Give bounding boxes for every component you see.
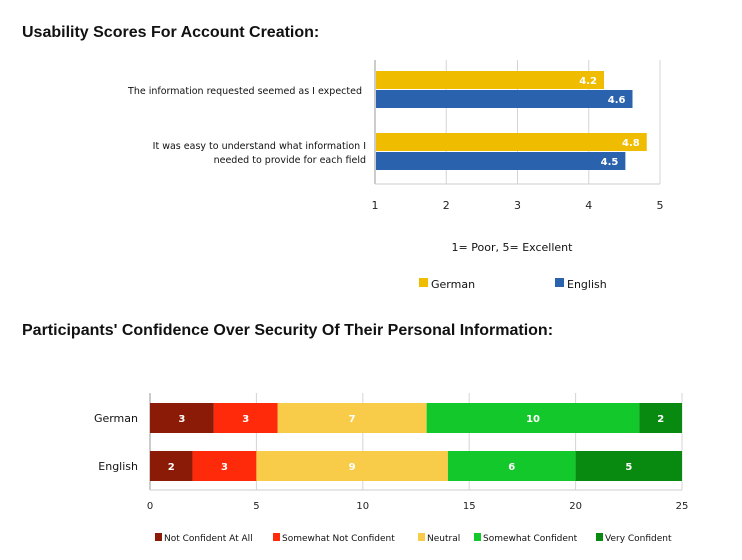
data-label: 4.6 [608,95,626,106]
x-tick-label: 4 [585,199,592,212]
legend-swatch [474,533,481,541]
legend-label: English [567,278,607,291]
category-label: It was easy to understand what informati… [153,141,366,152]
data-label: 4.5 [601,157,619,168]
stacked-bar-segment [426,403,640,433]
stacked-bar-segment [277,403,427,433]
x-tick-label: 3 [514,199,521,212]
legend-swatch [273,533,280,541]
data-label: 4.8 [622,138,640,149]
legend-label: Not Confident At All [164,534,253,544]
x-tick-label: 20 [569,501,582,512]
bar-english [376,152,626,170]
x-tick-label: 0 [147,501,153,512]
bar-german [376,133,647,151]
stacked-bar-segment [447,451,576,481]
confidence-chart-title: Participants' Confidence Over Security O… [22,322,554,339]
data-label: 3 [221,462,228,473]
x-tick-label: 10 [356,501,369,512]
legend-swatch [596,533,603,541]
data-label: 5 [625,462,632,473]
legend-label: German [431,278,475,291]
data-label: 6 [508,462,515,473]
x-axis-label: 1= Poor, 5= Excellent [452,241,574,254]
stacked-bar-segment [150,451,193,481]
stacked-bar-segment [192,451,257,481]
category-label: The information requested seemed as I ex… [127,86,362,97]
legend-label: Somewhat Confident [483,534,578,544]
legend-swatch [419,278,428,287]
stacked-bar-segment [575,451,682,481]
data-label: 4.2 [579,76,597,87]
data-label: 3 [178,414,185,425]
data-label: 10 [526,414,540,425]
category-label: needed to provide for each field [214,155,366,166]
data-label: 2 [168,462,175,473]
x-tick-label: 2 [443,199,450,212]
x-tick-label: 1 [372,199,379,212]
legend-swatch [155,533,162,541]
data-label: 2 [657,414,664,425]
category-label: German [94,412,138,425]
stacked-bar-segment [256,451,448,481]
data-label: 3 [242,414,249,425]
legend-swatch [555,278,564,287]
legend-label: Somewhat Not Confident [282,534,395,544]
legend-label: Very Confident [605,534,672,544]
legend-label: Neutral [427,534,460,544]
bar-german [376,71,604,89]
stacked-bar-segment [150,403,214,433]
x-tick-label: 25 [676,501,689,512]
x-tick-label: 15 [463,501,476,512]
stacked-bar-segment [639,403,682,433]
stacked-bar-segment [213,403,278,433]
x-tick-label: 5 [657,199,664,212]
data-label: 9 [349,462,356,473]
category-label: English [98,460,138,473]
x-tick-label: 5 [253,501,259,512]
bar-english [376,90,633,108]
data-label: 7 [349,414,356,425]
usability-chart-title: Usability Scores For Account Creation: [22,24,320,41]
legend-swatch [418,533,425,541]
